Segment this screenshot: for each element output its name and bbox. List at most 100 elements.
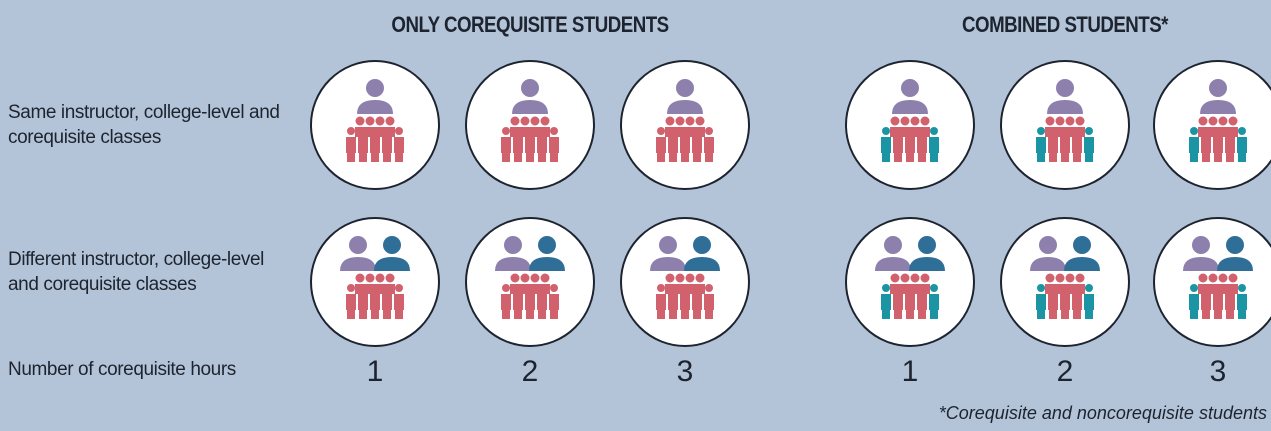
instructor-head bbox=[1192, 236, 1210, 254]
student-head bbox=[347, 284, 355, 292]
student-body bbox=[1225, 294, 1235, 310]
student-legs bbox=[1073, 309, 1081, 319]
instructor-head bbox=[383, 236, 401, 254]
student-head bbox=[520, 116, 530, 126]
student-legs bbox=[347, 152, 355, 162]
student-head bbox=[910, 273, 920, 283]
student-head bbox=[1226, 284, 1234, 292]
student-legs bbox=[1037, 309, 1045, 319]
student-head bbox=[1049, 284, 1057, 292]
instructor-body bbox=[1064, 257, 1100, 271]
student-body bbox=[1048, 294, 1058, 310]
student-head bbox=[675, 273, 685, 283]
student-head bbox=[900, 273, 910, 283]
instructor-body bbox=[1183, 257, 1219, 271]
instructor-head bbox=[918, 236, 936, 254]
instructor-body bbox=[340, 257, 376, 271]
student-body bbox=[1084, 294, 1094, 310]
instructor-body bbox=[667, 100, 703, 114]
student-body bbox=[525, 294, 535, 310]
instructor-head bbox=[349, 236, 367, 254]
student-body bbox=[370, 137, 380, 153]
student-head bbox=[510, 273, 520, 283]
student-legs bbox=[1202, 152, 1210, 162]
instructor-body bbox=[909, 257, 945, 271]
student-head bbox=[906, 127, 914, 135]
instructor-body bbox=[1030, 257, 1066, 271]
student-legs bbox=[514, 152, 522, 162]
instructor-head bbox=[521, 79, 539, 97]
student-legs bbox=[894, 152, 902, 162]
student-head bbox=[657, 127, 665, 135]
student-head bbox=[355, 116, 365, 126]
student-head bbox=[918, 127, 926, 135]
hours-number: 2 bbox=[1056, 355, 1074, 388]
student-legs bbox=[1073, 152, 1081, 162]
row-label: Different instructor, college-level and … bbox=[8, 249, 264, 295]
student-body bbox=[358, 137, 368, 153]
student-head bbox=[359, 284, 367, 292]
student-legs bbox=[657, 309, 665, 319]
student-head bbox=[1055, 116, 1065, 126]
student-legs bbox=[705, 152, 713, 162]
instructor-body bbox=[512, 100, 548, 114]
student-head bbox=[550, 284, 558, 292]
student-head bbox=[695, 116, 705, 126]
student-head bbox=[1208, 116, 1218, 126]
student-head bbox=[1202, 284, 1210, 292]
student-head bbox=[365, 116, 375, 126]
student-body bbox=[549, 294, 559, 310]
student-head bbox=[538, 127, 546, 135]
student-head bbox=[520, 273, 530, 283]
hours-number: 3 bbox=[1209, 355, 1227, 388]
student-legs bbox=[882, 309, 890, 319]
student-legs bbox=[705, 309, 713, 319]
student-body bbox=[668, 294, 678, 310]
student-body bbox=[704, 294, 714, 310]
student-legs bbox=[1214, 309, 1222, 319]
student-head bbox=[1190, 127, 1198, 135]
student-body bbox=[549, 137, 559, 153]
student-body bbox=[881, 137, 891, 153]
student-legs bbox=[918, 152, 926, 162]
instructor-head bbox=[659, 236, 677, 254]
student-legs bbox=[383, 309, 391, 319]
student-legs bbox=[906, 152, 914, 162]
student-body bbox=[680, 137, 690, 153]
student-head bbox=[669, 284, 677, 292]
instructor-head bbox=[366, 79, 384, 97]
student-head bbox=[894, 284, 902, 292]
student-body bbox=[1189, 137, 1199, 153]
student-body bbox=[1237, 137, 1247, 153]
student-legs bbox=[395, 152, 403, 162]
instructor-head bbox=[1209, 79, 1227, 97]
student-head bbox=[906, 284, 914, 292]
student-body bbox=[881, 294, 891, 310]
student-head bbox=[526, 284, 534, 292]
student-body bbox=[680, 294, 690, 310]
student-body bbox=[1060, 137, 1070, 153]
instructor-head bbox=[676, 79, 694, 97]
student-head bbox=[371, 127, 379, 135]
student-body bbox=[1213, 137, 1223, 153]
student-body bbox=[893, 294, 903, 310]
student-head bbox=[657, 284, 665, 292]
student-head bbox=[890, 116, 900, 126]
hours-number: 1 bbox=[366, 355, 384, 388]
instructor-body bbox=[1200, 100, 1236, 114]
student-body bbox=[382, 294, 392, 310]
student-legs bbox=[550, 152, 558, 162]
student-head bbox=[1190, 284, 1198, 292]
student-head bbox=[538, 284, 546, 292]
student-legs bbox=[395, 309, 403, 319]
student-head bbox=[1218, 116, 1228, 126]
footnote: *Corequisite and noncorequisite students bbox=[938, 403, 1267, 423]
student-head bbox=[1228, 116, 1238, 126]
student-body bbox=[537, 137, 547, 153]
student-legs bbox=[1085, 309, 1093, 319]
student-body bbox=[1036, 137, 1046, 153]
student-legs bbox=[550, 309, 558, 319]
student-body bbox=[346, 137, 356, 153]
